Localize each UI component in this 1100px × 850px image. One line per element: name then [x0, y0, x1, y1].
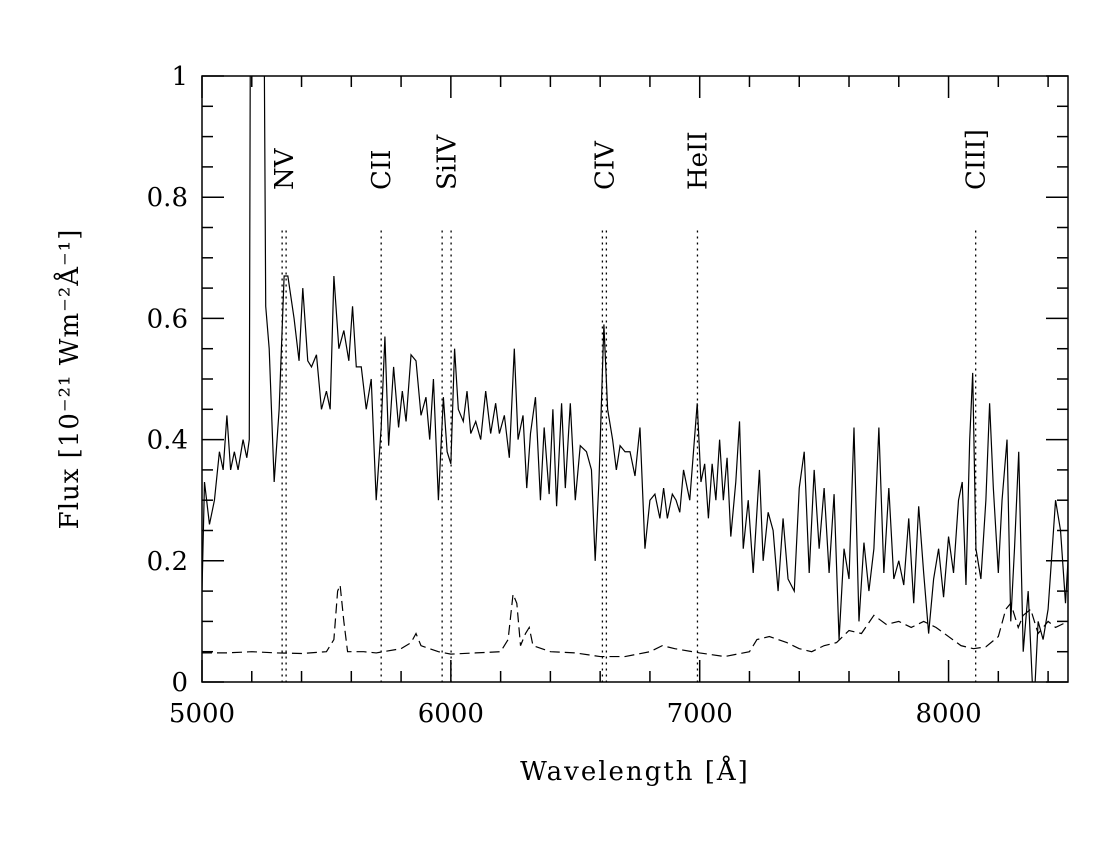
x-axis-label: Wavelength [Å]: [520, 755, 750, 787]
x-tick-label: 5000: [169, 699, 235, 729]
y-axis-label: Flux [10⁻²¹ Wm⁻²Å⁻¹]: [53, 229, 85, 530]
x-tick-label: 7000: [667, 699, 733, 729]
y-tick-label: 0.2: [147, 547, 188, 577]
y-tick-label: 0.4: [147, 426, 188, 456]
y-tick-label: 0.8: [147, 183, 188, 213]
spectrum-line: [202, 76, 1068, 682]
line-label: CII: [367, 150, 397, 190]
spectrum-line: [202, 584, 1068, 658]
line-label: CIV: [590, 140, 620, 190]
y-tick-label: 0.6: [147, 304, 188, 334]
plot-frame: [201, 75, 1069, 683]
line-label: CIII]: [962, 129, 992, 190]
line-label: HeII: [683, 131, 713, 190]
y-tick-label: 1: [171, 62, 188, 92]
line-label: NV: [270, 147, 300, 190]
x-tick-label: 8000: [915, 699, 981, 729]
y-tick-label: 0: [171, 668, 188, 698]
x-tick-label: 6000: [418, 699, 484, 729]
plot-area: [202, 76, 1068, 682]
line-label: SiIV: [433, 134, 463, 190]
